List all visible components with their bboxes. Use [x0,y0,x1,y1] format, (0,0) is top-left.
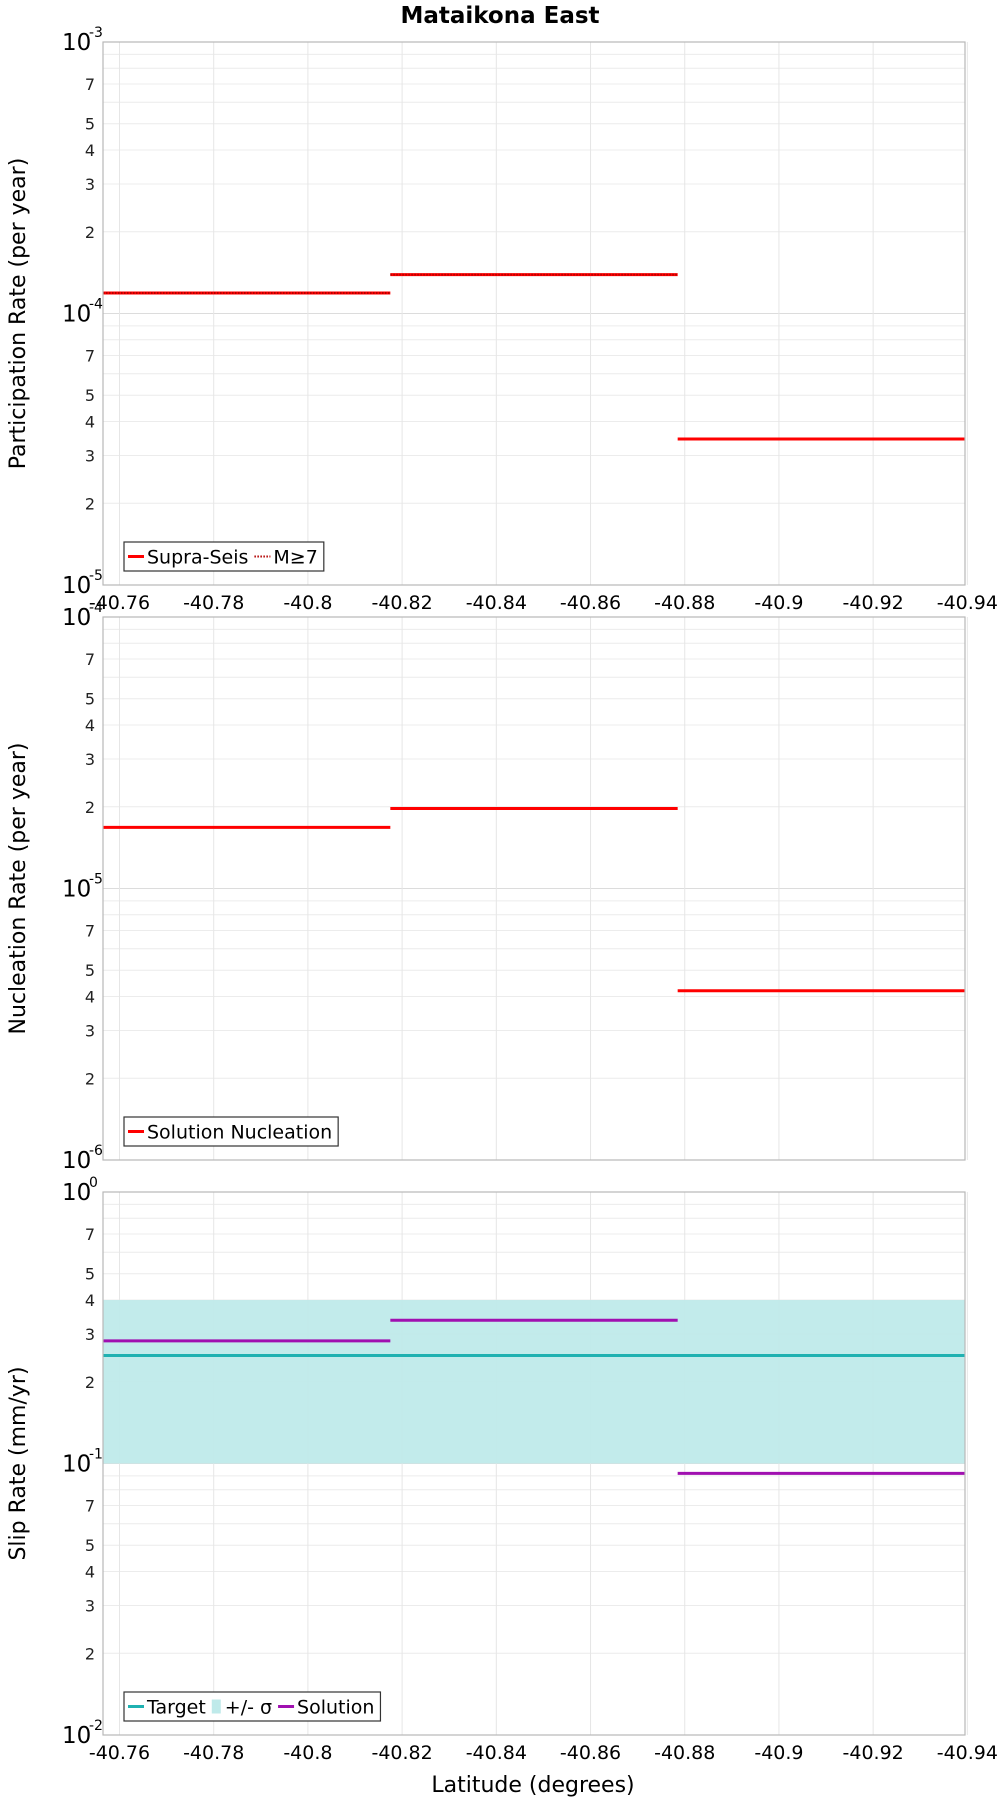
chart-title: Mataikona East [400,3,599,29]
y-minor-tick-label: 3 [85,175,95,194]
y-minor-tick-label: 7 [85,347,95,366]
y-axis-label: Nucleation Rate (per year) [6,743,31,1035]
y-tick-exponent: -5 [89,568,103,584]
y-tick-exponent: -4 [89,600,103,616]
x-tick-label: -40.92 [843,1742,904,1764]
plot-frame [102,1191,966,1736]
x-tick-label: -40.94 [937,1742,998,1764]
y-minor-tick-label: 4 [85,1563,95,1582]
legend-box [123,1116,339,1147]
y-tick-label: 10 [62,302,91,328]
y-minor-tick-label: 4 [85,716,95,735]
y-tick-label: 10 [62,877,91,903]
legend-box [123,1691,382,1722]
y-tick-exponent: -3 [89,25,103,41]
y-minor-tick-label: 3 [85,1325,95,1344]
y-minor-tick-label: 2 [85,494,95,513]
x-tick-label: -40.86 [560,1742,621,1764]
x-tick-label: -40.8 [283,1742,332,1764]
x-tick-label: -40.84 [466,1742,527,1764]
x-tick-label: -40.82 [371,1742,432,1764]
legend: Solution Nucleation [123,1116,339,1147]
y-tick-exponent: -6 [89,1143,103,1159]
x-tick-label: -40.9 [754,592,803,614]
x-tick-label: -40.86 [560,592,621,614]
y-minor-tick-label: 3 [85,1021,95,1040]
plot-frame [102,616,966,1161]
x-tick-label: -40.88 [654,1742,715,1764]
y-tick-exponent: -5 [89,872,103,888]
legend-label: Target [146,1697,206,1719]
y-tick-label: 10 [62,1180,91,1206]
x-tick-label: -40.82 [371,592,432,614]
y-minor-tick-label: 7 [85,1225,95,1244]
y-minor-tick-label: 2 [85,1069,95,1088]
x-tick-label: -40.94 [937,592,998,614]
y-minor-tick-label: 3 [85,750,95,769]
y-minor-tick-label: 7 [85,1497,95,1516]
legend: Target +/- σ Solution [123,1691,382,1722]
y-minor-tick-label: 2 [85,1373,95,1392]
x-tick-label: -40.88 [654,592,715,614]
y-tick-label: 10 [62,1723,91,1749]
x-tick-label: -40.92 [843,592,904,614]
x-tick-label: -40.78 [183,592,244,614]
y-tick-label: 10 [62,605,91,631]
y-minor-tick-label: 3 [85,446,95,465]
x-tick-label: -40.76 [89,592,150,614]
y-minor-tick-label: 2 [85,798,95,817]
legend: Supra-Seis M≥7 [123,541,325,572]
x-axis-label: Latitude (degrees) [431,1773,634,1798]
sigma-band [103,1300,965,1464]
y-minor-tick-label: 7 [85,922,95,941]
y-minor-tick-label: 5 [85,386,95,405]
y-minor-tick-label: 4 [85,1291,95,1310]
y-tick-label: 10 [62,573,91,599]
x-tick-label: -40.8 [283,592,332,614]
legend-box [123,541,325,572]
y-tick-exponent: -4 [89,297,103,313]
y-minor-tick-label: 7 [85,650,95,669]
plot-frame [102,41,966,586]
y-minor-tick-label: 7 [85,75,95,94]
legend-label: M≥7 [273,547,317,569]
legend-swatch [211,1699,221,1714]
y-minor-tick-label: 5 [85,1265,95,1284]
legend-label: Solution Nucleation [147,1122,332,1144]
x-tick-label: -40.84 [466,592,527,614]
legend-label: +/- σ [225,1697,272,1719]
y-minor-tick-label: 2 [85,1644,95,1663]
y-minor-tick-label: 2 [85,223,95,242]
y-tick-label: 10 [62,30,91,56]
y-axis-label: Slip Rate (mm/yr) [6,1366,31,1560]
y-minor-tick-label: 3 [85,1596,95,1615]
y-tick-exponent: -2 [89,1718,103,1734]
x-tick-label: -40.78 [183,1742,244,1764]
y-tick-label: 10 [62,1148,91,1174]
x-tick-label: -40.76 [89,1742,150,1764]
y-tick-label: 10 [62,1452,91,1478]
y-minor-tick-label: 4 [85,141,95,160]
y-minor-tick-label: 5 [85,115,95,134]
legend-label: Solution [297,1697,374,1719]
y-minor-tick-label: 5 [85,690,95,709]
y-minor-tick-label: 4 [85,988,95,1007]
y-axis-label: Participation Rate (per year) [6,158,31,470]
y-minor-tick-label: 5 [85,961,95,980]
legend-label: Supra-Seis [147,547,248,569]
y-tick-exponent: 0 [89,1175,98,1191]
x-tick-label: -40.9 [754,1742,803,1764]
y-minor-tick-label: 5 [85,1536,95,1555]
y-minor-tick-label: 4 [85,413,95,432]
y-tick-exponent: -1 [89,1447,103,1463]
